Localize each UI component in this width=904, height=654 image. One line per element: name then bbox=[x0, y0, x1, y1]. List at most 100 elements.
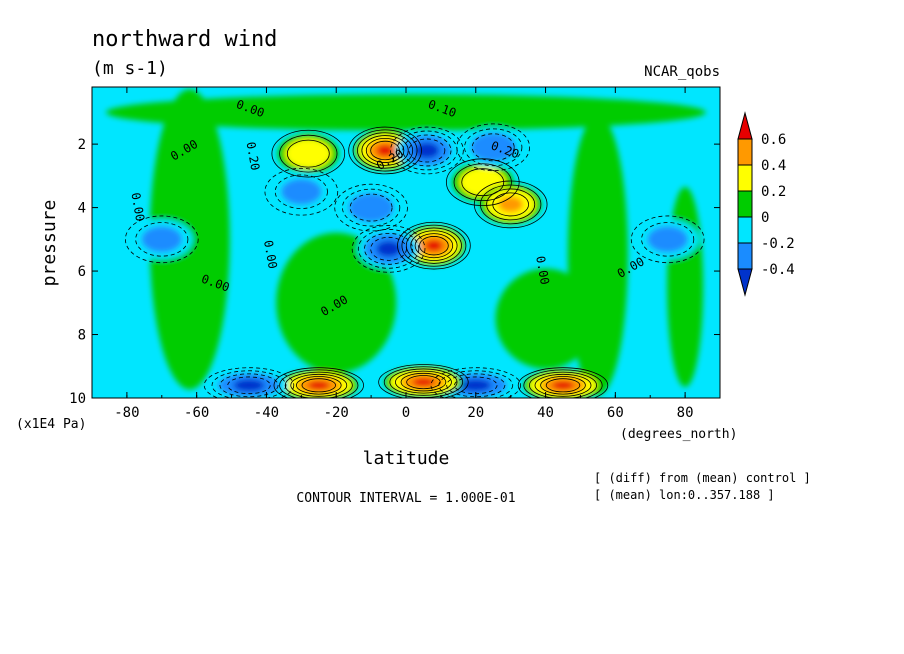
contour-line bbox=[301, 378, 336, 393]
contour-line bbox=[279, 134, 338, 173]
contour-line bbox=[461, 168, 505, 197]
field-feature-level bbox=[233, 379, 265, 392]
contour-line bbox=[486, 188, 536, 221]
field-feature-level bbox=[307, 380, 330, 390]
contour-line bbox=[357, 229, 420, 269]
field-feature-level bbox=[355, 197, 387, 218]
contour-line bbox=[279, 369, 359, 398]
field-feature-level bbox=[376, 240, 401, 257]
contour-line bbox=[273, 367, 364, 398]
field-feature-level bbox=[467, 172, 499, 193]
contour-line bbox=[390, 126, 464, 175]
field-feature-level bbox=[425, 240, 443, 252]
contour-line bbox=[630, 215, 705, 264]
contour-line bbox=[545, 378, 581, 393]
contour-line bbox=[540, 376, 586, 395]
y-axis-units: (x1E4 Pa) bbox=[16, 417, 86, 432]
contour-line bbox=[456, 123, 531, 172]
colorbar-label: 0.2 bbox=[761, 184, 786, 200]
field-feature-level bbox=[280, 178, 322, 205]
colorbar-bottom-arrow bbox=[737, 268, 753, 297]
contour-line bbox=[274, 174, 328, 209]
contour-line bbox=[492, 192, 529, 217]
contour-line bbox=[211, 370, 287, 398]
contour-line bbox=[446, 373, 506, 398]
contour-line bbox=[342, 188, 401, 227]
colorbar-label: 0.6 bbox=[761, 132, 786, 148]
colorbar-top-arrow bbox=[737, 111, 753, 140]
x-axis-units: (degrees_north) bbox=[620, 427, 737, 442]
note-diff: [ (diff) from (mean) control ] bbox=[594, 471, 811, 485]
contour-label: 0.00 bbox=[128, 191, 147, 222]
contour-line bbox=[406, 375, 441, 390]
contour-line bbox=[271, 129, 346, 178]
contour-line bbox=[453, 163, 512, 202]
contour-line bbox=[378, 364, 469, 398]
y-tick-label: 10 bbox=[69, 391, 86, 407]
x-tick-label: -20 bbox=[324, 405, 349, 421]
contour-line bbox=[480, 184, 542, 225]
colorbar-segment bbox=[737, 164, 753, 192]
contour-line bbox=[400, 372, 447, 392]
contour-line bbox=[219, 373, 279, 398]
y-axis-label: pressure bbox=[39, 200, 60, 287]
x-tick-label: 80 bbox=[677, 405, 694, 421]
contour-line bbox=[401, 224, 467, 267]
contour-line bbox=[641, 222, 695, 257]
zero-band-region bbox=[667, 186, 704, 387]
contour-line bbox=[351, 225, 426, 273]
x-tick-label: -60 bbox=[184, 405, 209, 421]
note-mean: [ (mean) lon:0..357.188 ] bbox=[594, 488, 775, 502]
contour-line bbox=[523, 369, 603, 398]
contour-label: 0.20 bbox=[244, 141, 263, 172]
field-feature-level bbox=[477, 137, 509, 158]
colorbar-label: -0.4 bbox=[761, 262, 795, 278]
y-tick-label: 6 bbox=[78, 264, 86, 280]
contour-line bbox=[419, 236, 449, 256]
y-tick-label: 4 bbox=[78, 201, 86, 217]
field-feature-level bbox=[460, 379, 492, 392]
colorbar-segment bbox=[737, 190, 753, 218]
contour-line bbox=[395, 370, 452, 394]
x-axis-label: latitude bbox=[363, 448, 450, 469]
field-feature-level bbox=[647, 226, 689, 253]
contour-line bbox=[402, 134, 452, 167]
field-feature-level bbox=[376, 144, 394, 157]
contour-line bbox=[349, 193, 393, 222]
contour-line bbox=[264, 167, 339, 216]
contour-line bbox=[203, 367, 295, 398]
field-feature-level bbox=[292, 143, 324, 164]
contour-line bbox=[295, 376, 342, 395]
contour-line bbox=[370, 236, 407, 261]
contour-line bbox=[534, 373, 592, 397]
contour-line bbox=[124, 215, 199, 264]
contour-line bbox=[471, 133, 515, 162]
contour-line bbox=[410, 230, 458, 261]
colorbar-segment bbox=[737, 242, 753, 270]
contour-line bbox=[408, 138, 446, 163]
x-tick-label: -80 bbox=[114, 405, 139, 421]
contour-line bbox=[135, 222, 189, 257]
contour-line bbox=[348, 126, 422, 175]
colorbar-segment bbox=[737, 138, 753, 166]
x-tick-label: 60 bbox=[607, 405, 624, 421]
contour-line bbox=[473, 180, 548, 229]
contour-line bbox=[405, 227, 462, 264]
contour-line bbox=[430, 367, 521, 398]
contour-line bbox=[389, 368, 458, 396]
contour-line bbox=[414, 233, 454, 259]
plot-field bbox=[92, 87, 720, 398]
contour-line bbox=[334, 183, 408, 232]
field-feature-level bbox=[551, 380, 575, 390]
colorbar-label: 0 bbox=[761, 210, 769, 226]
contour-interval: CONTOUR INTERVAL = 1.000E-01 bbox=[296, 491, 515, 506]
contour-line bbox=[361, 135, 409, 166]
zero-band-region bbox=[495, 268, 596, 369]
x-tick-label: 0 bbox=[402, 405, 410, 421]
zero-band-region bbox=[106, 94, 706, 131]
contour-line bbox=[365, 137, 405, 163]
colorbar-label: -0.2 bbox=[761, 236, 795, 252]
contour-line bbox=[286, 139, 330, 168]
chart-units: (m s-1) bbox=[92, 58, 168, 79]
contour-line bbox=[290, 373, 348, 397]
